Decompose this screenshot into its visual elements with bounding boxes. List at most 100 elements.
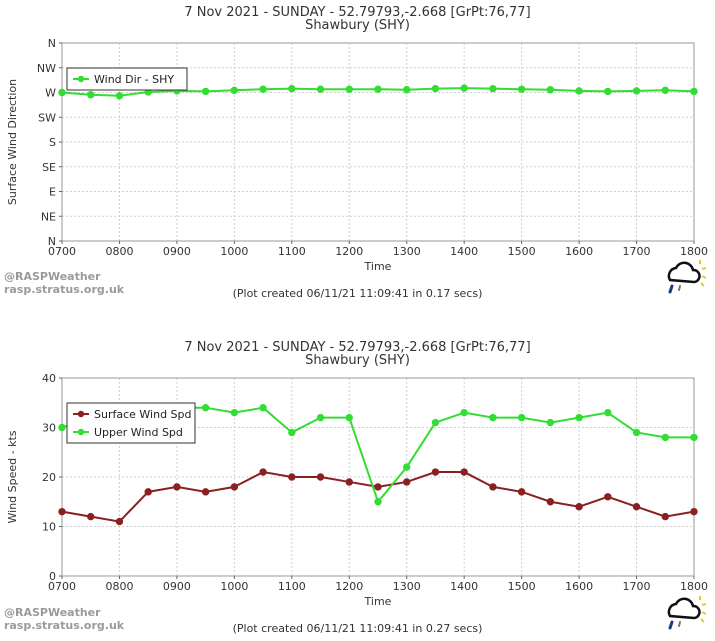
data-point — [58, 88, 66, 97]
data-point — [546, 86, 555, 94]
data-point — [87, 91, 95, 99]
data-point — [460, 468, 468, 476]
chart-subtitle: Shawbury (SHY) — [305, 353, 410, 368]
data-point — [230, 483, 239, 491]
x-tick-label: 1600 — [565, 245, 593, 258]
data-point — [632, 428, 641, 437]
x-tick-label: 1500 — [508, 245, 536, 258]
data-point — [460, 408, 468, 417]
data-point — [259, 85, 267, 93]
brand-url: rasp.stratus.org.uk — [4, 619, 125, 632]
data-point — [58, 423, 66, 432]
data-point — [575, 87, 583, 95]
data-point — [431, 84, 440, 93]
data-point — [661, 512, 669, 521]
data-point — [173, 483, 181, 491]
data-point — [115, 517, 124, 526]
data-point — [575, 413, 583, 422]
x-tick-label: 1700 — [623, 245, 651, 258]
data-point — [431, 418, 440, 427]
data-point — [604, 87, 612, 96]
data-point — [489, 483, 497, 491]
data-point — [632, 503, 641, 511]
wind-direction-chart: 0700 0800 0900 1000 1100 1200 1300 1400 1500 1600… — [6, 37, 708, 273]
data-point — [632, 87, 641, 95]
y-tick-label: SE — [42, 161, 56, 174]
data-point — [374, 498, 382, 506]
y-tick-label: NW — [37, 62, 56, 75]
data-point — [661, 433, 669, 442]
brand-url: rasp.stratus.org.uk — [4, 283, 125, 296]
brand-handle: @RASPWeather — [4, 606, 101, 619]
data-point — [230, 86, 239, 95]
data-point — [259, 404, 267, 412]
data-point — [316, 473, 325, 481]
data-point — [546, 418, 555, 427]
x-tick-label: 1200 — [335, 245, 363, 258]
y-tick-label: 20 — [42, 471, 56, 484]
legend-swatch-marker — [77, 410, 85, 418]
data-point — [288, 84, 296, 93]
sun-cloud-rain-icon — [667, 596, 707, 630]
data-point — [288, 473, 296, 481]
x-tick-label: 0800 — [105, 245, 133, 258]
brand-handle: @RASPWeather — [4, 270, 101, 283]
y-tick-label: N — [48, 235, 56, 248]
data-point — [230, 408, 239, 417]
data-point — [517, 488, 526, 496]
x-tick-label: 1600 — [565, 580, 593, 593]
data-point — [87, 512, 95, 521]
x-tick-label: 1300 — [393, 580, 421, 593]
y-tick-label: 10 — [42, 521, 56, 534]
x-axis-label: Time — [364, 260, 392, 273]
chart-title: 7 Nov 2021 - SUNDAY - 52.79793,-2.668 [G… — [184, 5, 531, 20]
data-point — [144, 488, 152, 496]
data-point — [604, 493, 612, 501]
x-tick-label: 0900 — [163, 245, 191, 258]
legend-label: Surface Wind Spd — [94, 408, 192, 421]
data-point — [489, 84, 497, 93]
legend: Surface Wind Spd Upper Wind Spd — [66, 402, 196, 444]
y-tick-label: 40 — [42, 372, 56, 385]
data-point — [201, 404, 210, 412]
chart-title: 7 Nov 2021 - SUNDAY - 52.79793,-2.668 [G… — [184, 340, 531, 355]
data-point — [690, 507, 698, 516]
data-point — [489, 413, 497, 422]
y-tick-label: NE — [41, 210, 56, 223]
series-line — [61, 471, 695, 523]
data-point — [690, 433, 698, 442]
x-tick-label: 0800 — [105, 580, 133, 593]
y-tick-label: E — [49, 186, 56, 199]
data-point — [374, 85, 382, 93]
plot-footnote: (Plot created 06/11/21 11:09:41 in 0.27 … — [232, 622, 483, 635]
y-tick-label: SW — [38, 111, 56, 124]
y-axis-label: Surface Wind Direction — [6, 79, 19, 205]
data-point — [259, 468, 267, 476]
x-tick-label: 1400 — [450, 245, 478, 258]
y-tick-label: N — [48, 37, 56, 50]
data-point — [403, 463, 411, 471]
plot-footnote: (Plot created 06/11/21 11:09:41 in 0.17 … — [232, 287, 483, 300]
data-point — [58, 507, 66, 516]
sun-cloud-rain-icon — [667, 260, 707, 294]
legend-swatch-marker — [77, 75, 85, 83]
x-tick-label: 1000 — [220, 580, 248, 593]
data-point — [288, 428, 296, 437]
data-point — [374, 483, 382, 491]
x-tick-label: 1800 — [680, 580, 708, 593]
data-point — [403, 478, 411, 486]
legend-box — [66, 402, 196, 444]
data-point — [517, 413, 526, 422]
x-tick-label: 0700 — [48, 245, 76, 258]
x-tick-label: 1300 — [393, 245, 421, 258]
data-point — [460, 84, 468, 92]
wind-speed-chart: 0700 0800 0900 1000 1100 1200 1300 1400 1500 1600… — [6, 372, 708, 608]
y-tick-label: S — [49, 136, 56, 149]
legend: Wind Dir - SHY — [66, 67, 188, 91]
x-tick-label: 1100 — [278, 245, 306, 258]
y-tick-label: 30 — [42, 422, 56, 435]
data-point — [661, 86, 669, 95]
legend-box — [66, 67, 188, 91]
data-point — [431, 468, 440, 476]
